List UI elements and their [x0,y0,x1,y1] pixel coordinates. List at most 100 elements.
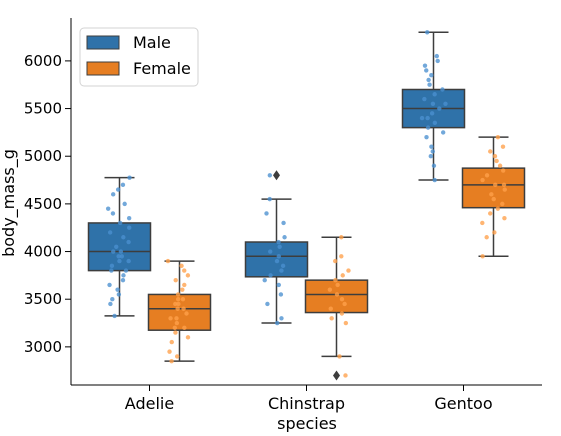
strip-point-male [281,220,286,226]
strip-point-male [267,196,272,202]
strip-point-female [175,292,181,297]
strip-point-male [126,239,131,245]
strip-point-male [432,120,438,126]
strip-point-male [115,287,120,292]
strip-point-male [279,316,284,321]
strip-point-female [494,158,499,164]
strip-point-female [174,354,180,359]
strip-point-male [429,111,435,116]
strip-point-female [181,306,186,311]
legend-swatch-female [86,61,120,76]
strip-point-male [278,292,284,297]
strip-point-female [343,373,348,378]
legend-swatch-male [86,35,120,50]
strip-point-female [175,306,180,311]
box-iqr [87,222,152,272]
strip-point-female [173,301,178,307]
strip-point-male [425,30,430,35]
strip-point-female [180,287,185,292]
strip-point-female [333,277,338,283]
strip-point-female [168,316,173,321]
strip-point-female [488,211,493,216]
strip-point-male [117,220,123,226]
strip-point-female [339,235,344,240]
strip-point-male [431,163,437,168]
strip-point-female [334,292,340,297]
strip-point-male [422,96,427,102]
strip-point-male [110,211,116,216]
strip-point-male [107,230,113,235]
strip-point-female [327,287,333,292]
strip-point-female [492,230,497,235]
y-tick-label: 5500 [24,100,62,118]
strip-point-female [495,206,501,211]
strip-point-male [110,297,115,302]
strip-point-male [116,292,122,297]
strip-point-male [430,149,435,154]
box-female-chinstrap [304,236,369,381]
strip-point-male [277,244,282,249]
strip-point-female [174,316,179,321]
strip-point-male [427,82,432,87]
strip-point-male [267,173,273,178]
box-male-gentoo [401,31,466,181]
strip-point-female [329,316,334,321]
strip-point-male [114,244,119,249]
x-axis-label: species [277,414,337,432]
legend-label-male: Male [133,33,171,52]
y-tick-label: 5000 [24,147,62,165]
strip-point-male [276,282,281,288]
strip-point-male [123,268,129,273]
box-male-chinstrap [244,170,309,324]
strip-point-female [182,282,187,288]
y-tick-label: 3500 [24,290,62,308]
strip-point-female [489,192,494,197]
box-iqr [461,167,526,209]
strip-point-female [185,273,191,278]
y-tick-label: 6000 [24,52,62,70]
strip-point-female [339,311,345,316]
strip-point-male [274,258,280,264]
strip-point-female [333,258,338,264]
strip-point-female [492,154,498,159]
strip-point-female [172,325,178,331]
strip-point-male [282,235,287,240]
strip-point-female [493,182,498,188]
strip-point-male [437,106,442,111]
strip-point-female [184,311,189,316]
strip-point-male [110,192,116,197]
strip-point-male [117,258,122,264]
strip-point-female [340,273,345,278]
strip-point-male [108,301,113,307]
strip-point-male [262,277,267,283]
strip-point-male [105,206,111,211]
y-tick-label: 4000 [24,243,62,261]
strip-point-female [342,301,347,307]
strip-point-female [339,297,345,302]
strip-point-male [126,258,131,264]
strip-point-male [264,211,269,216]
strip-point-female [346,268,351,273]
strip-point-male [424,134,429,140]
strip-point-male [121,273,126,278]
strip-point-female [173,277,178,283]
strip-point-male [443,101,448,106]
strip-point-female [502,187,507,192]
box-female-adelie [147,260,212,362]
strip-point-female [502,215,507,221]
strip-point-male [268,273,273,278]
strip-point-female [182,325,187,331]
y-tick-label: 4500 [24,195,62,213]
strip-point-male [127,175,132,180]
strip-point-male [432,92,437,97]
strip-point-male [428,154,434,159]
strip-point-female [500,201,505,207]
strip-point-female [176,301,181,307]
strip-point-male [425,125,431,130]
strip-point-male [120,182,126,188]
strip-point-male [425,115,430,121]
strip-point-female [480,177,485,183]
strip-point-male [116,254,121,259]
strip-point-female [491,196,496,202]
